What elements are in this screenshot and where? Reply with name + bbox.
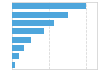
- Bar: [12, 62, 15, 68]
- Bar: [12, 45, 24, 51]
- Bar: [12, 37, 31, 43]
- Bar: [12, 20, 54, 26]
- Bar: [12, 53, 19, 59]
- Bar: [12, 3, 86, 9]
- Bar: [12, 28, 44, 34]
- Bar: [12, 12, 68, 18]
